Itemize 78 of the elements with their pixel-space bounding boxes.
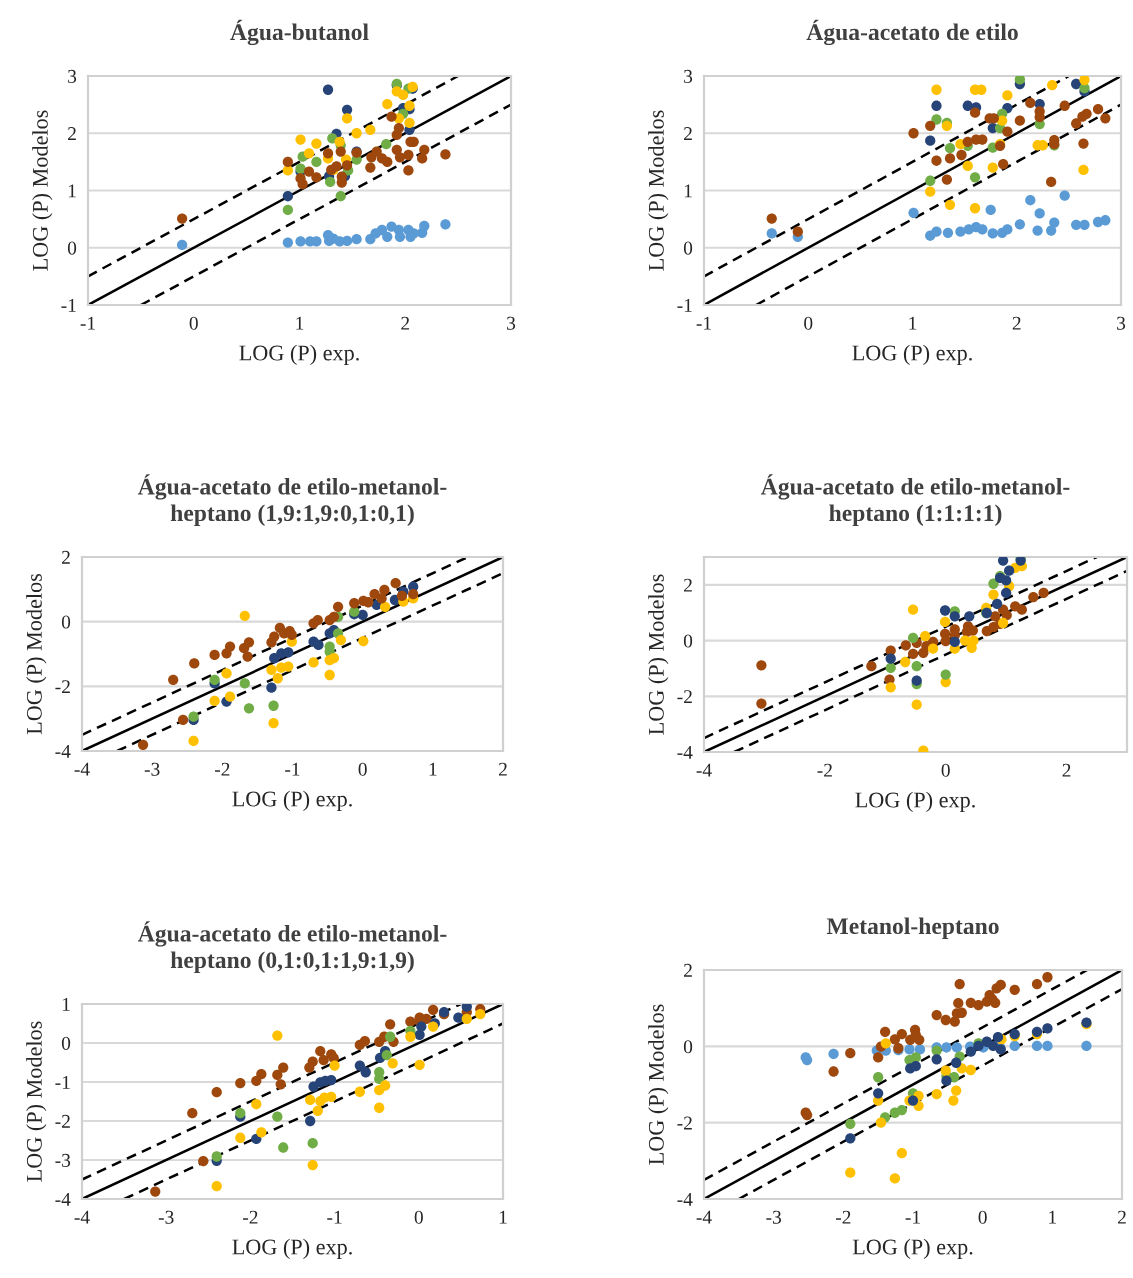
y-tick-label: -1: [55, 1075, 70, 1089]
y-tick-label: -4: [55, 1192, 71, 1206]
x-tick-label: -2: [817, 763, 832, 777]
x-tick-label: 0: [978, 1210, 987, 1224]
y-axis-title: LOG (P) Modelos: [648, 1004, 669, 1165]
x-tick-label: 3: [1117, 316, 1126, 330]
y-tick-label: -3: [55, 1153, 71, 1167]
x-tick-label: 1: [909, 316, 917, 330]
x-tick-label: -1: [696, 316, 711, 330]
x-tick-label: 2: [1012, 316, 1021, 330]
y-axis-title: LOG (P) Modelos: [32, 110, 53, 271]
y-axis-title: LOG (P) Modelos: [648, 110, 669, 271]
chart-title: Metanol-heptano: [826, 917, 999, 939]
x-tick-label: 2: [401, 316, 410, 330]
x-tick-label: 2: [498, 762, 507, 776]
x-tick-label: 0: [189, 316, 198, 330]
x-tick-label: 1: [1049, 1210, 1057, 1224]
y-tick-label: 0: [67, 241, 77, 255]
y-tick-label: 0: [683, 1040, 693, 1054]
chart-title: Água-acetato de etilo: [806, 19, 1018, 46]
y-tick-label: 2: [684, 578, 692, 592]
chart-title: Água-acetato de etilo-metanol- heptano (1:1:1:1): [760, 474, 1070, 526]
x-tick-label: -4: [696, 1210, 712, 1224]
x-tick-label: -3: [766, 1210, 782, 1224]
x-axis-title: LOG (P) exp.: [855, 791, 975, 813]
x-tick-label: -4: [696, 763, 712, 777]
x-tick-label: 0: [941, 763, 950, 777]
x-tick-label: -3: [158, 1210, 174, 1224]
x-tick-label: -2: [243, 1210, 258, 1224]
chart-title: Água-butanol: [230, 19, 369, 46]
x-tick-label: -1: [327, 1210, 342, 1224]
x-tick-label: 0: [358, 762, 367, 776]
x-tick-label: 0: [414, 1210, 423, 1224]
y-tick-label: -4: [55, 744, 71, 758]
y-tick-label: -2: [677, 690, 692, 704]
y-tick-label: -1: [61, 298, 76, 312]
x-tick-label: 1: [499, 1210, 507, 1224]
y-tick-label: 0: [683, 634, 693, 648]
x-axis-title: LOG (P) exp.: [852, 1238, 973, 1260]
y-tick-label: 3: [68, 69, 77, 83]
x-tick-label: -1: [905, 1210, 920, 1224]
x-tick-label: -2: [835, 1210, 851, 1224]
y-tick-label: -1: [677, 298, 692, 312]
y-tick-label: -4: [677, 1192, 693, 1206]
x-tick-label: 1: [296, 316, 304, 330]
x-tick-label: -1: [80, 316, 95, 330]
y-tick-label: 0: [61, 615, 71, 629]
y-axis-title: LOG (P) Modelos: [26, 1021, 47, 1182]
y-tick-label: -2: [55, 1114, 70, 1128]
x-tick-label: 1: [429, 762, 437, 776]
y-tick-label: 1: [684, 184, 692, 198]
y-tick-label: 2: [684, 127, 692, 140]
y-axis-title: LOG (P) Modelos: [26, 573, 47, 735]
x-tick-label: -2: [214, 762, 230, 776]
y-tick-label: 3: [684, 69, 693, 83]
y-tick-label: 0: [683, 241, 693, 255]
chart-title: Água-acetato de etilo-metanol- heptano (0,1:0,1:1,9:1,9): [137, 921, 447, 973]
y-tick-label: -4: [677, 745, 693, 759]
x-axis-title: LOG (P) exp.: [852, 344, 972, 366]
x-tick-label: 3: [507, 316, 516, 330]
x-axis-title: LOG (P) exp.: [232, 1238, 352, 1260]
chart-title: Água-acetato de etilo-metanol- heptano (1,9:1,9:0,1:0,1): [137, 474, 447, 526]
x-tick-label: -3: [144, 762, 160, 776]
y-axis-title: LOG (P) Modelos: [648, 574, 669, 735]
y-tick-label: -2: [55, 680, 70, 694]
x-axis-title: LOG (P) exp.: [239, 344, 359, 366]
x-tick-label: 2: [1117, 1210, 1126, 1224]
y-tick-label: -2: [677, 1116, 692, 1130]
y-tick-label: 2: [68, 127, 76, 140]
x-tick-label: 0: [804, 316, 813, 330]
y-tick-label: 1: [68, 184, 76, 198]
y-tick-label: 2: [684, 963, 692, 977]
y-tick-label: 2: [62, 550, 70, 564]
y-tick-label: 0: [61, 1036, 71, 1050]
x-axis-title: LOG (P) exp.: [232, 790, 352, 812]
x-tick-label: -1: [285, 762, 300, 776]
x-tick-label: 2: [1062, 763, 1071, 777]
y-tick-label: 1: [62, 997, 70, 1011]
